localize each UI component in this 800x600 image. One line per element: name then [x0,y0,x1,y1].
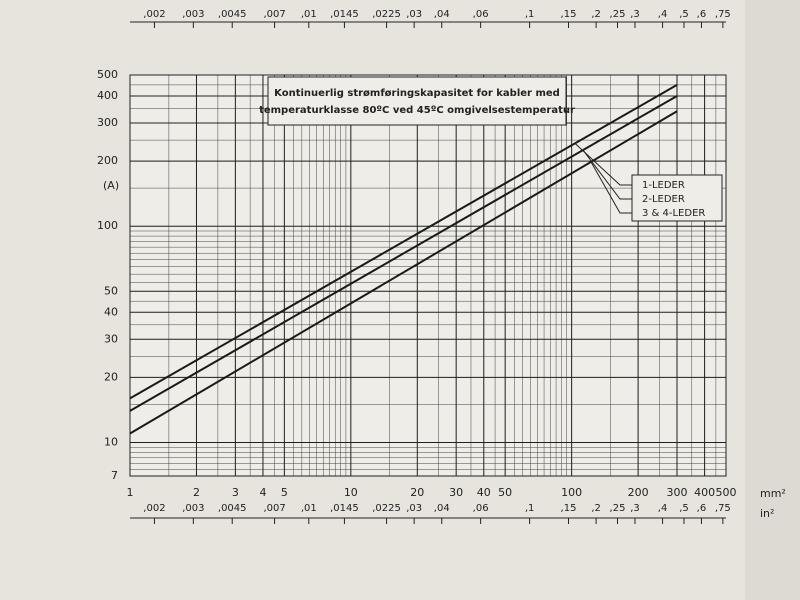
x-tick-label: 200 [628,486,649,499]
y-tick-label: 7 [111,469,118,482]
x2-tick-label: ,04 [434,503,450,514]
y-axis-label: (A) [103,179,119,192]
x-tick-label: 300 [667,486,688,499]
legend-leader [590,161,632,214]
series-line [129,110,678,435]
x-tick-label: 10 [344,486,358,499]
y-tick-label: 200 [97,154,118,167]
x2-tick-label: ,25 [610,9,626,20]
x-tick-label: 400 [694,486,715,499]
x2-tick-label: ,1 [525,503,535,514]
x2-tick-label: ,75 [715,503,731,514]
x-tick-label: 4 [259,486,266,499]
y-tick-label: 40 [104,305,118,318]
x2-tick-label: ,03 [406,503,422,514]
legend-label: 2-LEDER [642,194,685,205]
x-tick-label: 40 [477,486,491,499]
x-tick-label: 3 [232,486,239,499]
x2-tick-label: ,007 [263,503,285,514]
x-tick-label: 30 [449,486,463,499]
x2-tick-label: ,4 [658,503,668,514]
x2-tick-label: ,0045 [218,9,247,20]
x2-tick-label: ,75 [715,9,731,20]
x2-tick-label: ,2 [591,503,601,514]
x2-tick-label: ,003 [182,503,204,514]
series-line [129,84,678,400]
x2-tick-label: ,01 [301,9,317,20]
x-tick-label: 5 [281,486,288,499]
x2-tick-label: ,6 [697,503,707,514]
legend-leader [582,149,632,200]
x-tick-label: 20 [410,486,424,499]
x2-tick-label: ,1 [525,9,535,20]
x2-tick-label: ,002 [143,9,165,20]
y-tick-label: 400 [97,89,118,102]
x2-tick-label: ,04 [434,9,450,20]
x2-tick-label: ,3 [630,503,640,514]
x2-tick-label: ,003 [182,9,204,20]
x2-tick-label: ,06 [473,9,489,20]
x2-tick-label: ,01 [301,503,317,514]
x-tick-label: 50 [498,486,512,499]
chart-title: Kontinuerlig strømføringskapasitet for k… [274,88,560,99]
y-tick-label: 20 [104,370,118,383]
y-tick-label: 300 [97,116,118,129]
x2-tick-label: ,0225 [372,503,401,514]
x-tick-label: 100 [561,486,582,499]
chart-title: temperaturklasse 80ºC ved 45ºC omgivelse… [259,105,575,116]
x-tick-label: 1 [127,486,134,499]
y-tick-label: 30 [104,332,118,345]
x2-tick-label: ,06 [473,503,489,514]
title-box [267,76,567,126]
x2-tick-label: ,0145 [330,9,359,20]
legend-box [631,174,723,222]
y-tick-label: 50 [104,284,118,297]
x2-tick-label: ,5 [679,9,689,20]
series-line [129,95,678,412]
x2-tick-label: ,15 [561,503,577,514]
y-tick-label: 500 [97,68,118,81]
y-tick-label: 100 [97,219,118,232]
x2-axis-unit: in² [760,507,774,520]
x2-tick-label: ,0225 [372,9,401,20]
x-axis-unit: mm² [760,487,786,500]
x2-tick-label: ,5 [679,503,689,514]
x2-tick-label: ,2 [591,9,601,20]
next-page [745,0,800,600]
x2-tick-label: ,007 [263,9,285,20]
x2-tick-label: ,002 [143,503,165,514]
x-tick-label: 500 [716,486,737,499]
legend-label: 3 & 4-LEDER [642,208,705,219]
legend-label: 1-LEDER [642,180,685,191]
x2-tick-label: ,6 [697,9,707,20]
x2-tick-label: ,3 [630,9,640,20]
x2-tick-label: ,15 [561,9,577,20]
legend-leader [574,142,632,186]
x2-tick-label: ,03 [406,9,422,20]
y-tick-label: 10 [104,435,118,448]
x2-tick-label: ,4 [658,9,668,20]
x-tick-label: 2 [193,486,200,499]
x2-tick-label: ,0145 [330,503,359,514]
x2-tick-label: ,0045 [218,503,247,514]
x2-tick-label: ,25 [610,503,626,514]
